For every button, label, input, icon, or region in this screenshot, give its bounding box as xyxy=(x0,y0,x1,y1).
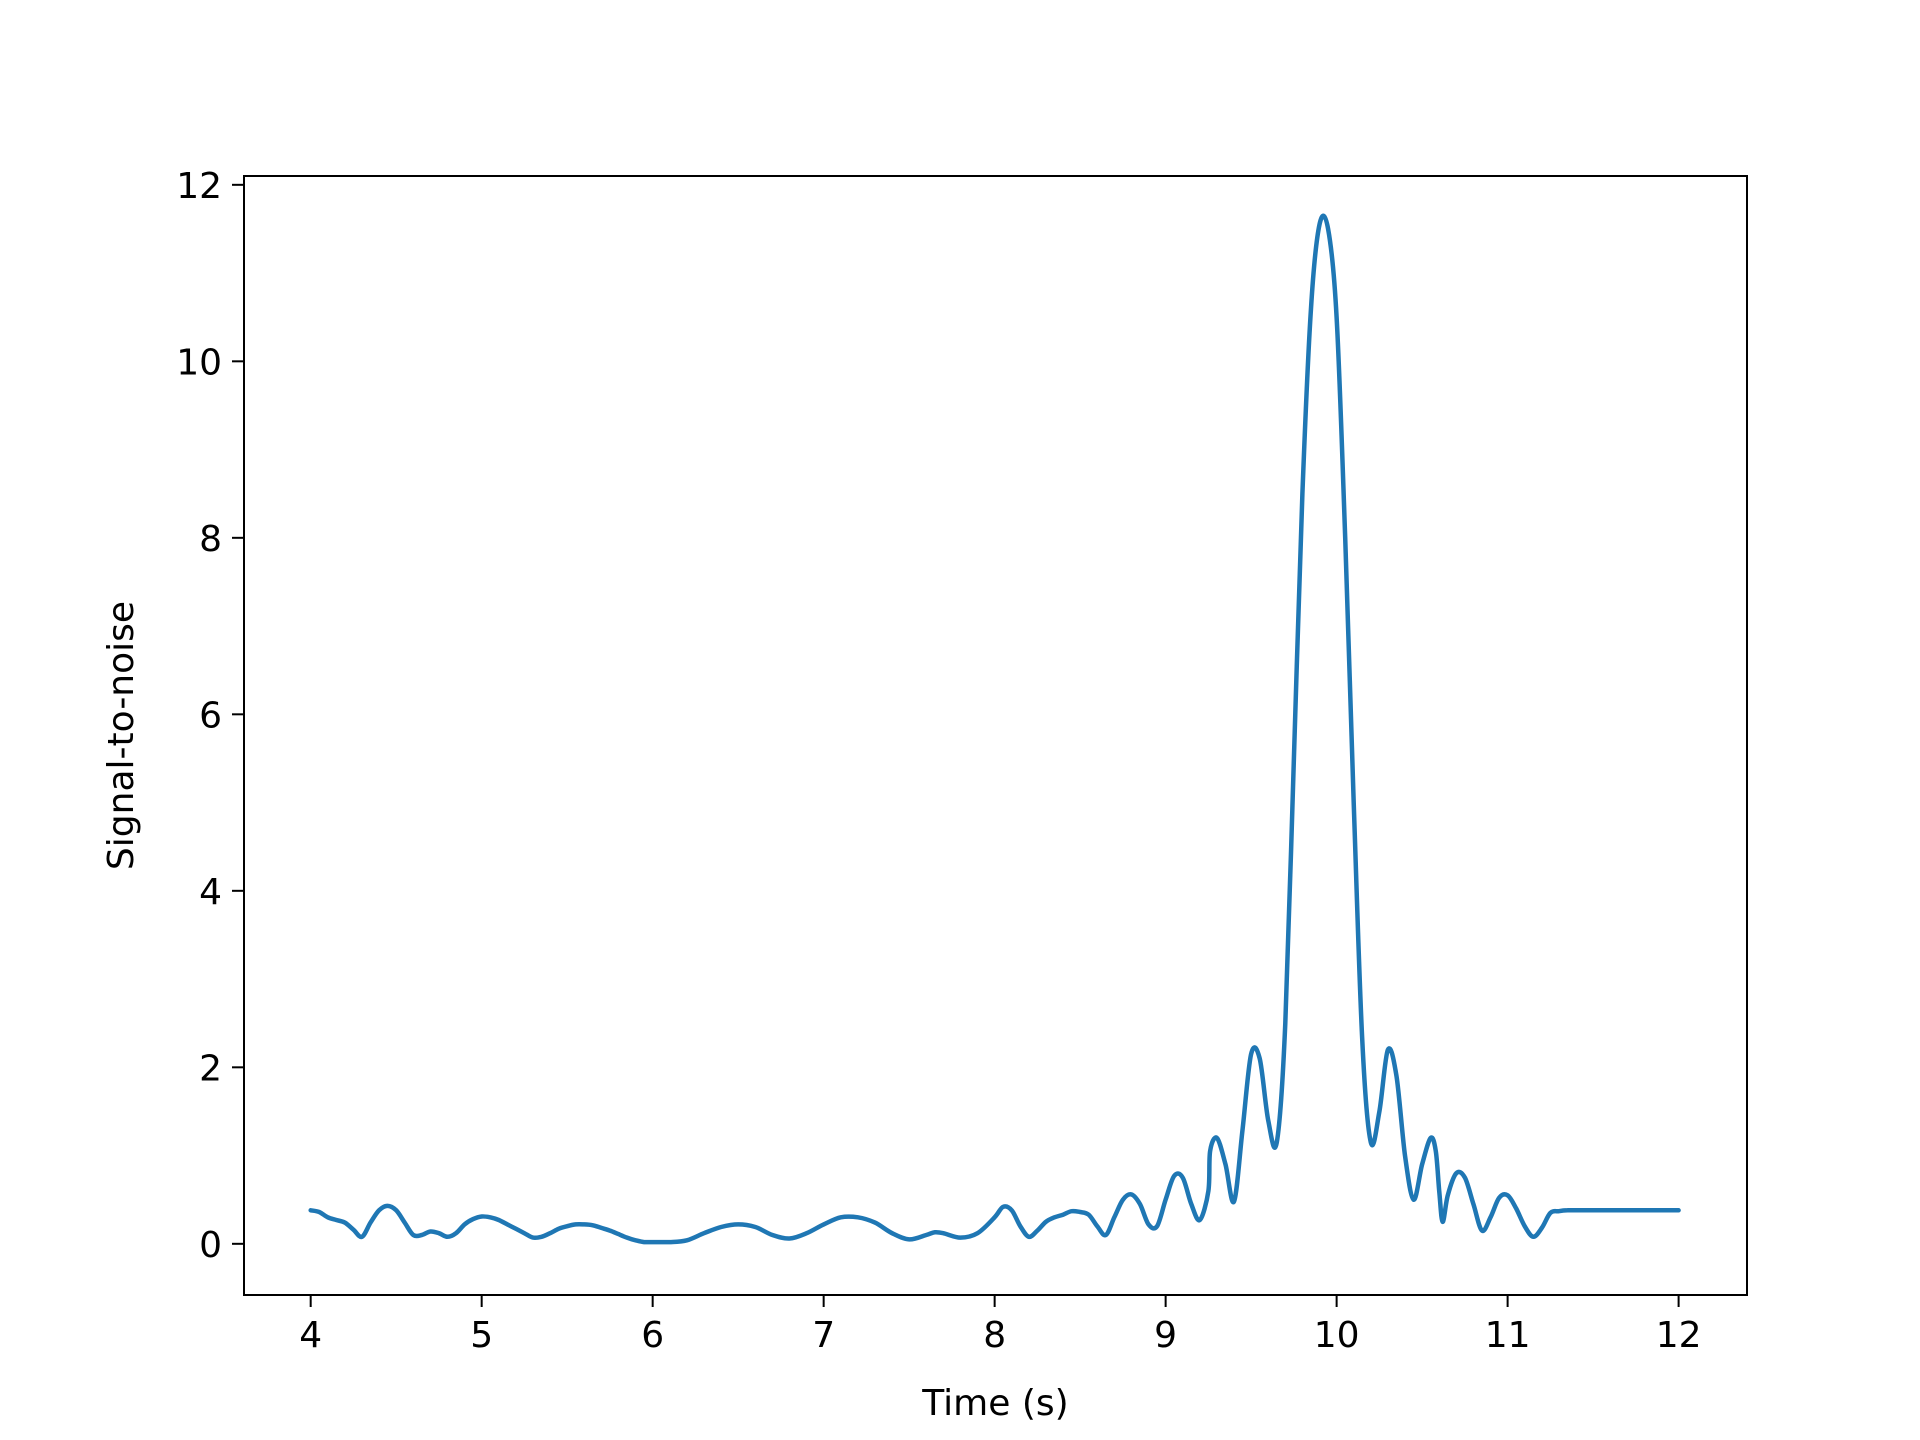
x-tick-label: 5 xyxy=(470,1315,493,1356)
plot-area: 4 5 6 7 8 9 10 11 12 0 2 4 6 8 10 12 xyxy=(176,166,1748,1356)
series-line xyxy=(308,213,1681,1245)
y-tick-label: 8 xyxy=(199,519,222,560)
series-layer xyxy=(308,213,1681,1245)
y-tick-label: 4 xyxy=(199,872,222,913)
y-tick-label: 6 xyxy=(199,695,222,736)
x-tick-label: 4 xyxy=(299,1315,322,1356)
y-tick-label: 10 xyxy=(176,342,222,383)
y-tick-label: 0 xyxy=(199,1225,222,1266)
y-axis: 0 2 4 6 8 10 12 xyxy=(176,166,244,1266)
y-axis-label: Signal-to-noise xyxy=(101,601,142,870)
x-tick-label: 7 xyxy=(812,1315,835,1356)
x-tick-label: 12 xyxy=(1656,1315,1702,1356)
x-axis-label: Time (s) xyxy=(921,1383,1068,1424)
x-tick-label: 11 xyxy=(1485,1315,1531,1356)
x-tick-label: 10 xyxy=(1314,1315,1360,1356)
x-tick-label: 8 xyxy=(983,1315,1006,1356)
y-tick-label: 12 xyxy=(176,166,222,207)
x-tick-label: 9 xyxy=(1154,1315,1177,1356)
y-tick-label: 2 xyxy=(199,1048,222,1089)
x-axis: 4 5 6 7 8 9 10 11 12 xyxy=(299,1295,1702,1356)
x-tick-label: 6 xyxy=(641,1315,664,1356)
